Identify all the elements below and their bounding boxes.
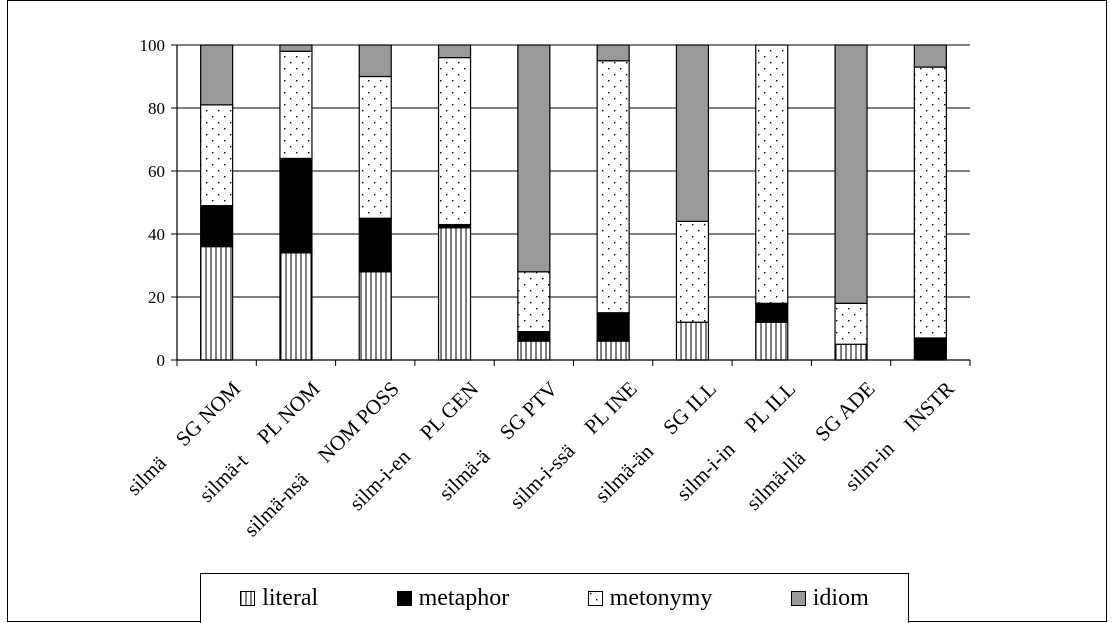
- bar-segment-idiom: [437, 44, 472, 59]
- bar-segment-idiom: [913, 44, 947, 68]
- bar-segment-metaphor: [755, 302, 789, 323]
- bars: [200, 44, 947, 361]
- bar-segment-metaphor: [596, 312, 630, 342]
- legend-label-idiom: idiom: [812, 585, 869, 611]
- bar-segment-metonymy: [913, 66, 947, 339]
- bar-segment-literal: [675, 321, 710, 361]
- bar-segment-literal: [279, 252, 313, 361]
- y-tick-label: 0: [157, 351, 166, 370]
- bar-segment-idiom: [517, 44, 551, 273]
- bar-segment-literal: [755, 321, 789, 361]
- bar-segment-metonymy: [834, 302, 868, 345]
- bar-segment-metaphor: [517, 331, 551, 342]
- bar-segment-literal: [834, 343, 868, 361]
- y-tick-label: 60: [148, 162, 165, 181]
- bar-segment-literal: [358, 271, 392, 361]
- bar-segment-metaphor: [200, 205, 234, 248]
- bar-segment-literal: [517, 340, 551, 361]
- legend: literal metaphor metonymy idiom: [200, 573, 909, 623]
- legend-item-literal: literal: [240, 585, 318, 612]
- axes: [176, 45, 971, 366]
- legend-swatch-literal: [240, 590, 256, 606]
- legend-item-metaphor: metaphor: [396, 585, 510, 612]
- bar-segment-idiom: [834, 44, 868, 304]
- legend-swatch-metonymy: [587, 590, 603, 606]
- bar-segment-idiom: [358, 44, 392, 78]
- y-tick-label: 100: [140, 36, 166, 55]
- y-tick-labels: 0 20 40 60 80 100: [140, 36, 166, 370]
- y-tick-label: 40: [148, 225, 165, 244]
- bar-segment-metonymy: [517, 271, 551, 333]
- legend-item-idiom: idiom: [790, 585, 869, 612]
- bar-segment-metaphor: [358, 217, 392, 273]
- legend-label-literal: literal: [262, 585, 319, 611]
- legend-label-metaphor: metaphor: [418, 585, 510, 611]
- bar-segment-idiom: [200, 44, 234, 106]
- legend-swatch-metaphor: [396, 590, 412, 606]
- y-tick-label: 80: [148, 99, 165, 118]
- bar-segment-literal: [437, 227, 472, 361]
- x-tick-label: silmä-nsäNOM POSS: [239, 377, 404, 542]
- bar-segment-metonymy: [358, 75, 392, 219]
- bar-segment-literal: [200, 246, 234, 361]
- bar-segment-metonymy: [437, 56, 472, 226]
- bar-segment-idiom: [596, 44, 630, 62]
- legend-item-metonymy: metonymy: [587, 585, 713, 612]
- bar-segment-idiom: [675, 44, 710, 222]
- bar-segment-literal: [596, 340, 630, 361]
- bar-segment-metaphor: [913, 337, 947, 361]
- y-tick-label: 20: [148, 288, 165, 307]
- bar-segment-metonymy: [200, 104, 234, 207]
- bar-segment-idiom: [279, 44, 313, 52]
- bar-segment-metonymy: [755, 44, 789, 304]
- bar-segment-metonymy: [675, 220, 710, 323]
- legend-label-metonymy: metonymy: [609, 585, 713, 611]
- bar-segment-metonymy: [279, 50, 313, 159]
- legend-swatch-idiom: [790, 590, 806, 606]
- bar-segment-metaphor: [279, 157, 313, 254]
- bar-segment-metonymy: [596, 60, 630, 314]
